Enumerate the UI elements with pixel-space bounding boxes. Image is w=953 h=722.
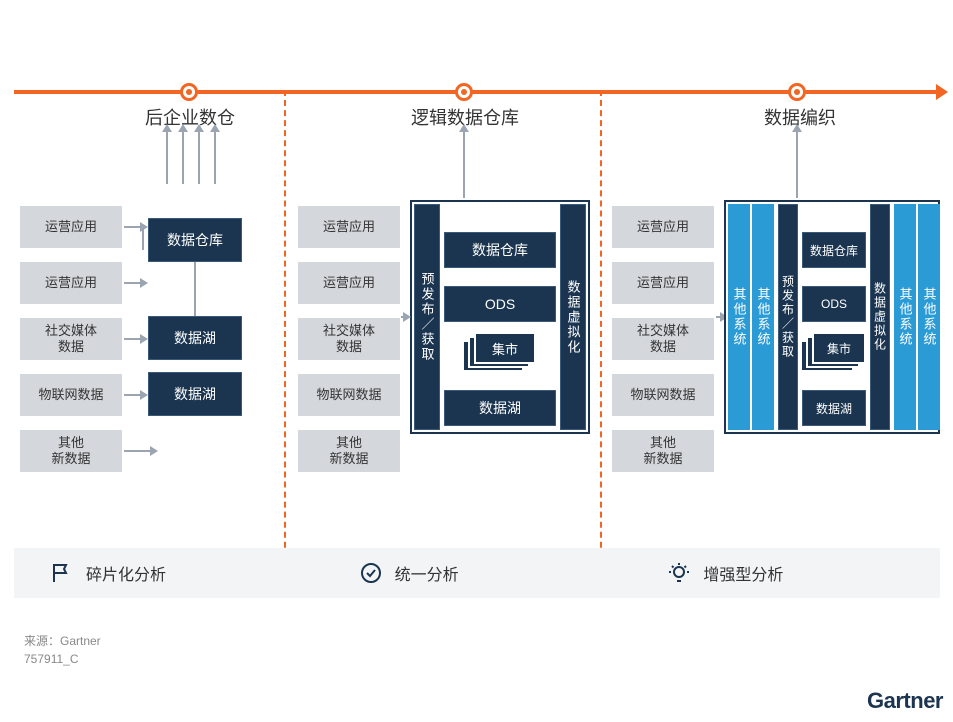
c3-inner-ods: ODS xyxy=(802,286,866,322)
src-box: 物联网数据 xyxy=(612,374,714,416)
arrow-up-s1-3 xyxy=(198,130,200,184)
c2-right-pillar: 数据虚拟化 xyxy=(560,204,586,430)
footer-cell-1: 碎片化分析 xyxy=(14,548,323,598)
src-box: 社交媒体数据 xyxy=(20,318,122,360)
footer-cell-3: 增强型分析 xyxy=(631,548,940,598)
src-box: 运营应用 xyxy=(298,262,400,304)
section-1-title: 后企业数仓 xyxy=(110,104,270,130)
footer-label-1: 碎片化分析 xyxy=(86,561,166,585)
c2-left-pillar: 预发布／获取 xyxy=(414,204,440,430)
credit-source: 来源：Gartner xyxy=(24,632,101,649)
footer-label-2: 统一分析 xyxy=(395,561,459,585)
c2-inner-marts: 集市 xyxy=(474,332,536,364)
timeline-marker-2 xyxy=(455,83,473,101)
timeline-marker-3 xyxy=(788,83,806,101)
footer-band: 碎片化分析 统一分析 增强型分析 xyxy=(14,548,940,598)
c2-inner-warehouse: 数据仓库 xyxy=(444,232,556,268)
credit-id: 757911_C xyxy=(24,652,79,666)
src-box: 社交媒体数据 xyxy=(612,318,714,360)
src-box: 运营应用 xyxy=(20,206,122,248)
flag-icon xyxy=(50,561,74,585)
c3-other-2: 其他系统 xyxy=(752,204,774,430)
src-box: 社交媒体数据 xyxy=(298,318,400,360)
divider-1 xyxy=(284,90,286,598)
arrow-up-s1-1 xyxy=(166,130,168,184)
c2-inner-lake: 数据湖 xyxy=(444,390,556,426)
arrow-bend-1 xyxy=(142,226,144,250)
src-box: 运营应用 xyxy=(20,262,122,304)
c1-lake-1: 数据湖 xyxy=(148,316,242,360)
arrow-up-s1-4 xyxy=(214,130,216,184)
src-box: 物联网数据 xyxy=(20,374,122,416)
src-box: 运营应用 xyxy=(612,206,714,248)
src-box: 运营应用 xyxy=(298,206,400,248)
c2-inner-marts-stack: 集市 xyxy=(462,332,536,374)
src-box: 其他新数据 xyxy=(20,430,122,472)
arrow-up-s1-2 xyxy=(182,130,184,184)
c3-other-1: 其他系统 xyxy=(728,204,750,430)
src-box: 其他新数据 xyxy=(298,430,400,472)
src-box: 物联网数据 xyxy=(298,374,400,416)
src-box: 其他新数据 xyxy=(612,430,714,472)
c3-inner-lake: 数据湖 xyxy=(802,390,866,426)
c3-inner-marts: 集市 xyxy=(812,332,866,364)
footer-cell-2: 统一分析 xyxy=(323,548,632,598)
c2-inner-ods: ODS xyxy=(444,286,556,322)
c3-inner-warehouse: 数据仓库 xyxy=(802,232,866,268)
arrow-c1-4 xyxy=(124,394,142,396)
arrow-c1-2 xyxy=(124,282,142,284)
arrow-up-s3 xyxy=(796,130,798,198)
arrow-up-s2 xyxy=(463,130,465,198)
arrow-c1-3 xyxy=(124,338,142,340)
src-box: 运营应用 xyxy=(612,262,714,304)
lightbulb-icon xyxy=(667,561,691,585)
divider-2 xyxy=(600,90,602,598)
arrow-c2-in xyxy=(401,316,405,318)
c3-right-pillar: 数据虚拟化 xyxy=(870,204,890,430)
arrow-c3-in xyxy=(716,316,722,318)
timeline-marker-1 xyxy=(180,83,198,101)
c1-warehouse: 数据仓库 xyxy=(148,218,242,262)
c3-left-pillar: 预发布／获取 xyxy=(778,204,798,430)
c3-other-4: 其他系统 xyxy=(918,204,940,430)
gartner-logo: Gartner xyxy=(867,688,943,714)
c3-inner-marts-stack: 集市 xyxy=(800,332,866,374)
arrow-c1-1 xyxy=(124,226,142,228)
check-circle-icon xyxy=(359,561,383,585)
c1-link xyxy=(194,262,196,316)
c1-lake-2: 数据湖 xyxy=(148,372,242,416)
footer-label-3: 增强型分析 xyxy=(703,561,783,585)
c3-other-3: 其他系统 xyxy=(894,204,916,430)
arrow-c1-5 xyxy=(124,450,152,452)
